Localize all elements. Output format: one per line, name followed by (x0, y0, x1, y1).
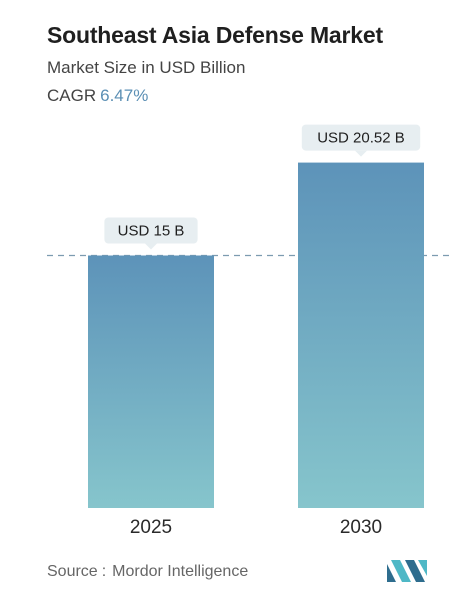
data-label: USD 20.52 B (317, 130, 405, 147)
x-tick-label: 2030 (340, 517, 382, 538)
x-tick-label: 2025 (130, 517, 172, 538)
bar-2030 (298, 162, 424, 508)
cagr-line: CAGR 6.47% (47, 86, 148, 106)
bar-2025 (88, 255, 214, 508)
source-value: Mordor Intelligence (112, 563, 249, 580)
cagr-label: CAGR (47, 86, 97, 105)
cagr-value: 6.47% (100, 86, 149, 105)
source-label: Source (47, 563, 98, 580)
source-line: Source: Mordor Intelligence (47, 563, 249, 580)
data-label-pointer (355, 150, 367, 157)
data-label: USD 15 B (118, 223, 185, 240)
data-label-box (104, 217, 198, 244)
mordor-intelligence-logo-icon (387, 560, 427, 582)
data-label-pointer (145, 243, 157, 250)
data-label-box (301, 124, 421, 151)
chart-subtitle: Market Size in USD Billion (47, 58, 246, 77)
chart-title: Southeast Asia Defense Market (47, 22, 383, 48)
